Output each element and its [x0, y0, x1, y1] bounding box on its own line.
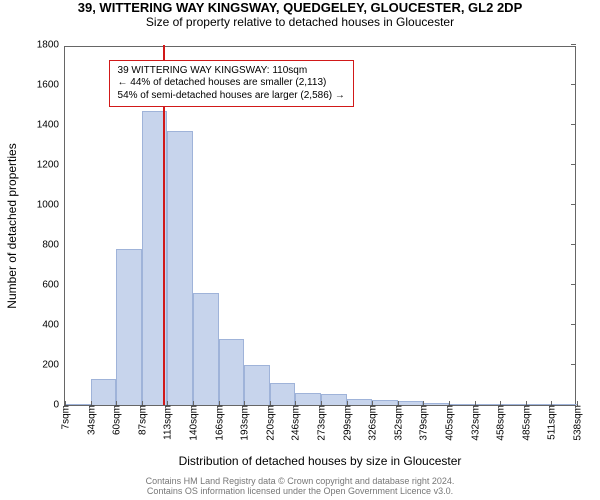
x-axis-label: Distribution of detached houses by size … — [64, 454, 576, 468]
footer-line-2: Contains OS information licensed under t… — [0, 486, 600, 496]
annotation-line: ← 44% of detached houses are smaller (2,… — [118, 77, 345, 90]
plot-area: 0200400600800100012001400160018007sqm34s… — [64, 46, 576, 406]
y-tick-mark — [571, 84, 576, 85]
x-tick-label: 485sqm — [519, 405, 532, 441]
y-tick-label: 800 — [42, 240, 65, 251]
y-tick-mark — [571, 364, 576, 365]
histogram-bar — [321, 394, 347, 405]
x-tick-label: 113sqm — [161, 405, 174, 440]
y-tick-mark — [571, 164, 576, 165]
x-tick-label: 246sqm — [289, 405, 302, 441]
y-tick-label: 400 — [42, 320, 65, 331]
x-tick-label: 352sqm — [391, 405, 404, 441]
annotation-line: 39 WITTERING WAY KINGSWAY: 110sqm — [118, 65, 345, 78]
x-tick-label: 273sqm — [315, 405, 328, 441]
x-tick-label: 432sqm — [468, 405, 481, 441]
x-tick-label: 405sqm — [443, 405, 456, 441]
x-tick-label: 34sqm — [84, 405, 97, 435]
y-tick-label: 1400 — [37, 120, 65, 131]
x-tick-label: 379sqm — [417, 405, 430, 441]
y-tick-label: 1200 — [37, 160, 65, 171]
x-tick-label: 166sqm — [212, 405, 225, 441]
y-tick-mark — [571, 124, 576, 125]
x-tick-label: 299sqm — [340, 405, 353, 441]
y-tick-mark — [571, 204, 576, 205]
y-tick-mark — [571, 44, 576, 45]
histogram-bar — [116, 249, 142, 405]
x-tick-label: 538sqm — [571, 405, 584, 441]
y-tick-label: 1800 — [37, 40, 65, 51]
histogram-bar — [219, 339, 245, 405]
footer-line-1: Contains HM Land Registry data © Crown c… — [0, 476, 600, 486]
y-tick-mark — [571, 324, 576, 325]
histogram-bar — [193, 293, 219, 405]
x-tick-label: 60sqm — [110, 405, 123, 435]
y-tick-label: 600 — [42, 280, 65, 291]
y-tick-mark — [571, 244, 576, 245]
y-tick-label: 200 — [42, 360, 65, 371]
x-tick-label: 220sqm — [263, 405, 276, 441]
footer-attribution: Contains HM Land Registry data © Crown c… — [0, 476, 600, 496]
x-tick-label: 511sqm — [545, 405, 558, 440]
x-tick-label: 87sqm — [135, 405, 148, 435]
histogram-bar — [91, 379, 117, 405]
y-tick-label: 1600 — [37, 80, 65, 91]
x-tick-label: 7sqm — [59, 405, 72, 429]
chart-container: 0200400600800100012001400160018007sqm34s… — [0, 0, 600, 500]
histogram-bar — [270, 383, 296, 405]
annotation-box: 39 WITTERING WAY KINGSWAY: 110sqm← 44% o… — [109, 60, 354, 108]
histogram-bar — [244, 365, 270, 405]
x-tick-label: 458sqm — [494, 405, 507, 441]
x-tick-label: 326sqm — [366, 405, 379, 441]
x-tick-label: 193sqm — [238, 405, 251, 441]
x-tick-label: 140sqm — [187, 405, 200, 441]
y-tick-mark — [571, 284, 576, 285]
y-tick-label: 1000 — [37, 200, 65, 211]
y-axis-label: Number of detached properties — [5, 143, 19, 308]
histogram-bar — [167, 131, 193, 405]
histogram-bar — [295, 393, 321, 405]
annotation-line: 54% of semi-detached houses are larger (… — [118, 90, 345, 103]
